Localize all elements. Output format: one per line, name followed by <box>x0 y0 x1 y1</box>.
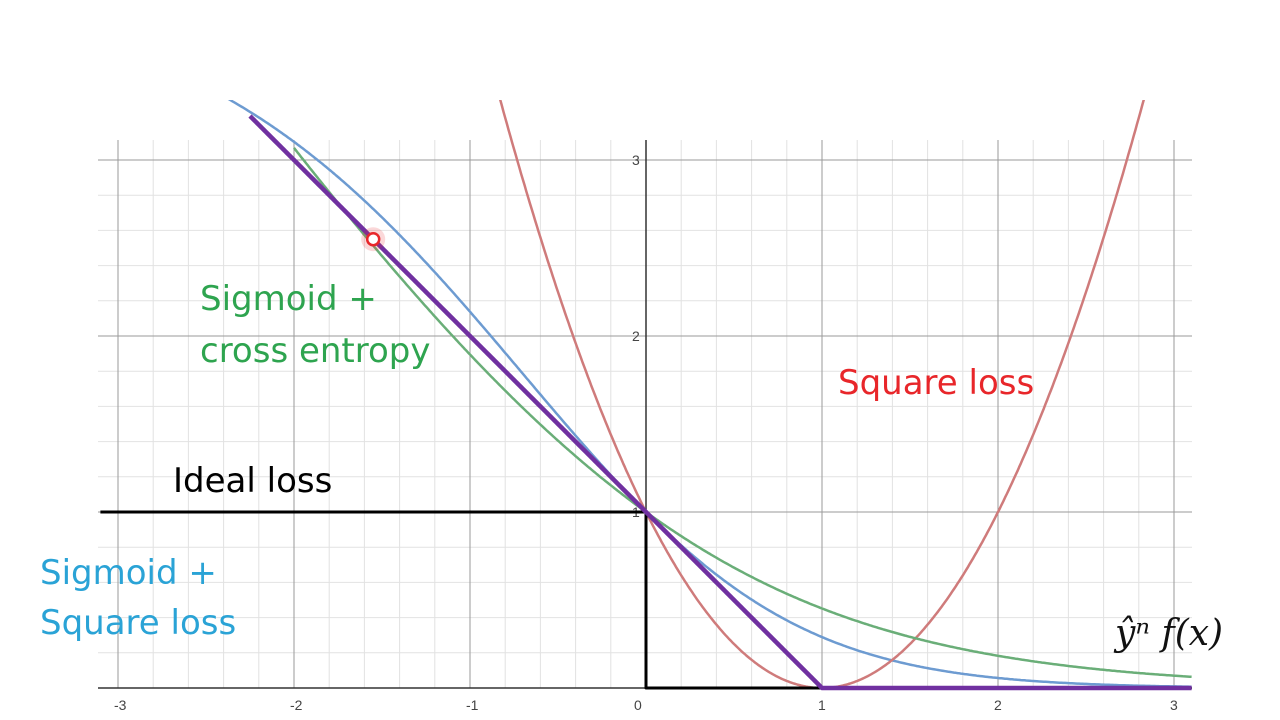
series-curves <box>100 100 1193 691</box>
x-tick-label: -1 <box>466 697 479 713</box>
x-tick-label: 1 <box>818 697 826 713</box>
label-sigmoid-ce-line1: Sigmoid + <box>200 279 377 319</box>
x-tick-label: 2 <box>994 697 1002 713</box>
label-sigmoid-sq-line1: Sigmoid + <box>40 553 217 593</box>
x-axis-label: ŷⁿ f(x) <box>1113 613 1223 654</box>
marker-point[interactable] <box>365 231 381 247</box>
x-tick-label: -3 <box>114 697 127 713</box>
label-square-loss: Square loss <box>838 363 1034 403</box>
series-hinge-loss <box>248 114 1193 691</box>
x-tick-label: -2 <box>290 697 303 713</box>
y-tick-label: 3 <box>632 152 640 168</box>
label-ideal-loss: Ideal loss <box>173 461 332 501</box>
x-tick-label: 3 <box>1170 697 1178 713</box>
series-sigmoid-cross-entropy <box>293 147 1192 679</box>
y-tick-label: 2 <box>632 328 640 344</box>
x-tick-label: 0 <box>634 697 642 713</box>
label-sigmoid-ce-line2: cross entropy <box>200 331 431 371</box>
highlight-marker[interactable] <box>361 227 386 252</box>
label-sigmoid-sq-line2: Square loss <box>40 603 236 643</box>
